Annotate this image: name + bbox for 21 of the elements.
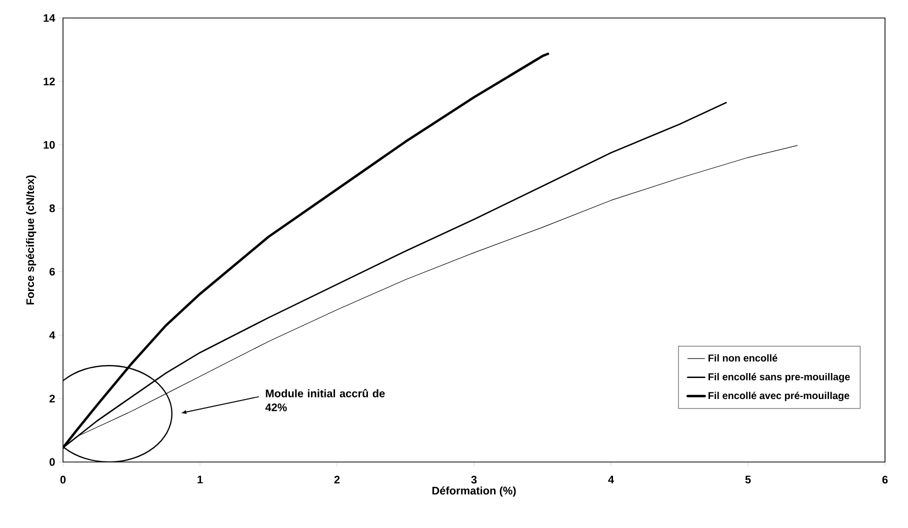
legend-label: Fil non encollé [708, 354, 778, 362]
y-tick-label: 4 [49, 331, 56, 339]
annotation: Module initial accrû de 42% [265, 389, 385, 412]
y-tick-label: 6 [50, 268, 55, 276]
x-tick-label: 3 [471, 476, 477, 484]
y-tick-label: 14 [44, 14, 56, 22]
legend-label: Fil encollé sans pre-mouillage [708, 372, 850, 382]
x-tick-label: 4 [608, 476, 614, 484]
x-tick-label: 2 [334, 476, 340, 484]
y-tick-label: 10 [44, 140, 55, 149]
x-axis-title: Déformation (%) [432, 486, 516, 497]
x-tick-label: 5 [745, 476, 751, 484]
y-tick-label: 2 [50, 394, 55, 402]
legend-label: Fil encollé avec pré-mouillage [708, 392, 850, 402]
y-tick-label: 0 [50, 458, 55, 466]
y-tick-label: 8 [49, 204, 55, 212]
x-tick-label: 1 [198, 476, 203, 484]
y-axis-title: Force spécifique (cN/tex) [26, 175, 36, 304]
y-tick-label: 12 [44, 78, 55, 86]
x-tick-label: 0 [60, 476, 66, 484]
x-tick-label: 6 [882, 476, 888, 484]
